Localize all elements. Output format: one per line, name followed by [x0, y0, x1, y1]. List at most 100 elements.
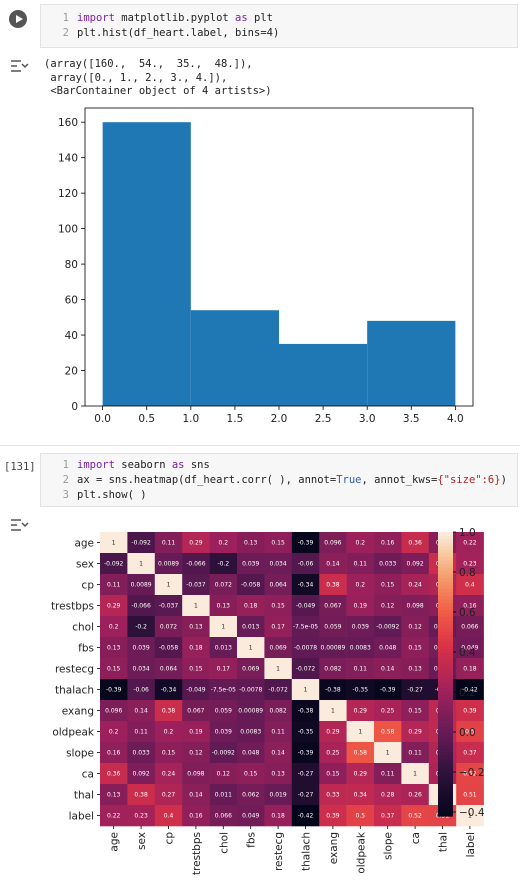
heatmap-annotation: 0.039 — [352, 624, 369, 631]
code-token: import — [77, 459, 115, 471]
heatmap-annotation: 0.33 — [326, 792, 340, 799]
heatmap-annotation: 0.092 — [407, 561, 424, 568]
heatmap-cell — [182, 763, 210, 785]
heatmap-cell — [154, 574, 183, 596]
output-line: (array([160., 54., 35., 48.]), — [44, 58, 253, 70]
x-tick-label: 1.5 — [227, 413, 244, 425]
colorbar-segment — [438, 599, 453, 604]
x-tick-label: 0.0 — [94, 413, 111, 425]
heatmap-cell — [291, 805, 320, 827]
heatmap-annotation: 0.18 — [271, 813, 285, 820]
code-token: sns — [184, 459, 210, 471]
text-output-1: (array([160., 54., 35., 48.]), array([0.… — [44, 58, 272, 99]
y-tick-label: oldpeak — [52, 727, 95, 739]
heatmap-cell — [182, 637, 210, 659]
heatmap-annotation: -0.058 — [159, 645, 179, 652]
heatmap-cell — [209, 763, 238, 785]
y-tick-label: chol — [72, 622, 94, 634]
heatmap-cell — [127, 679, 156, 701]
heatmap-cell — [209, 637, 238, 659]
heatmap-cell — [374, 574, 402, 596]
heatmap-cell — [237, 637, 265, 659]
heatmap-cell — [209, 721, 238, 743]
output-toggle-icon[interactable] — [9, 58, 29, 74]
colorbar-segment — [438, 727, 453, 732]
run-cell-button[interactable] — [9, 10, 27, 28]
heatmap-annotation: -0.0092 — [376, 624, 399, 631]
heatmap-cell — [154, 553, 183, 575]
heatmap-annotation: -0.0078 — [294, 645, 317, 652]
heatmap-cell — [291, 637, 320, 659]
heatmap-cell — [456, 658, 484, 680]
heatmap-annotation: 0.25 — [381, 708, 395, 715]
heatmap-annotation: 0.098 — [407, 603, 424, 610]
heatmap-cell — [374, 679, 402, 701]
heatmap-annotation: 0.15 — [408, 708, 422, 715]
heatmap-cell — [374, 595, 402, 617]
heatmap-cell — [291, 595, 320, 617]
heatmap-annotation: 0.15 — [107, 666, 121, 673]
heatmap-cell — [127, 616, 156, 638]
heatmap-annotation: 0.13 — [107, 645, 121, 652]
code-editor-2[interactable]: 1 import seaborn as sns 2 ax = sns.heatmap(… — [40, 453, 518, 507]
heatmap-annotation: -0.34 — [161, 687, 177, 694]
heatmap-cell — [237, 784, 265, 806]
heatmap-annotation: 0.37 — [381, 813, 395, 820]
heatmap-annotation: 0.4 — [164, 813, 174, 820]
heatmap-annotation: 0.23 — [463, 561, 477, 568]
colorbar-segment — [438, 698, 453, 703]
heatmap-annotation: 0.18 — [189, 645, 203, 652]
heatmap-cell — [401, 616, 430, 638]
colorbar-segment — [438, 808, 453, 814]
y-tick-label: age — [74, 538, 94, 550]
heatmap-annotation: 0.11 — [162, 540, 176, 547]
x-tick-label: 2.5 — [315, 413, 332, 425]
colorbar-segment — [438, 645, 453, 650]
heatmap-annotation: 0.25 — [326, 750, 340, 757]
heatmap-cell — [456, 595, 484, 617]
heatmap-annotation: 0.16 — [463, 603, 477, 610]
heatmap-cell — [401, 637, 430, 659]
x-tick-label: age — [109, 832, 121, 852]
heatmap-annotation: -0.0092 — [212, 750, 235, 757]
colorbar-segment — [438, 539, 453, 544]
colorbar-segment — [438, 780, 453, 785]
output-toggle-icon[interactable] — [9, 517, 29, 533]
heatmap-annotation: -0.38 — [298, 708, 314, 715]
heatmap-annotation: 0.039 — [242, 561, 259, 568]
colorbar-segment — [438, 794, 453, 799]
colorbar-tick-label: −0.2 — [459, 767, 485, 779]
heatmap-cell — [456, 805, 484, 827]
heatmap-cell — [264, 679, 293, 701]
heatmap-cell — [401, 574, 430, 596]
heatmap-annotation: -0.39 — [298, 750, 314, 757]
heatmap-annotation: 0.2 — [109, 729, 119, 736]
heatmap-annotation: 0.4 — [465, 582, 475, 589]
heatmap-cell — [456, 742, 484, 764]
code-token: as — [235, 12, 248, 24]
heatmap-annotation: 0.069 — [242, 666, 259, 673]
colorbar-segment — [438, 542, 453, 547]
heatmap-cell — [209, 553, 238, 575]
heatmap-cell — [264, 553, 293, 575]
colorbar-segment — [438, 798, 453, 803]
code-editor-1[interactable]: 1 import matplotlib.pyplot as plt 2 plt.his… — [40, 4, 518, 48]
heatmap-cell — [237, 616, 265, 638]
heatmap-cell — [154, 700, 183, 722]
heatmap-annotation: 0.15 — [244, 771, 258, 778]
heatmap-cell — [209, 679, 238, 701]
heatmap-annotation: 0.2 — [356, 540, 366, 547]
colorbar-segment — [438, 535, 453, 540]
heatmap-annotation: 0.16 — [381, 540, 395, 547]
heatmap-cell — [346, 679, 375, 701]
heatmap-annotation: 0.38 — [162, 708, 176, 715]
colorbar-segment — [438, 549, 453, 554]
heatmap-cell — [182, 532, 210, 554]
colorbar-tick-label: 0.0 — [459, 727, 476, 739]
heatmap-cell — [319, 595, 347, 617]
y-tick-label: sex — [76, 559, 94, 571]
colorbar-segment — [438, 610, 453, 615]
heatmap-annotation: -0.27 — [407, 687, 423, 694]
heatmap-cell — [401, 805, 430, 827]
heatmap-annotation: 0.14 — [271, 750, 285, 757]
